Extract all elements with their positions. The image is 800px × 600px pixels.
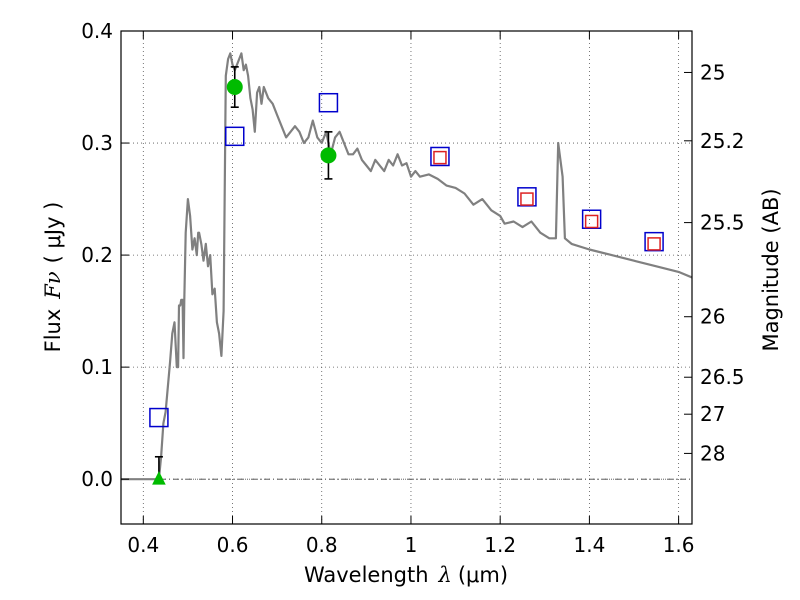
blue-square-point bbox=[517, 187, 537, 207]
x-tick-label: 0.4 bbox=[127, 533, 159, 557]
red-square-point bbox=[520, 192, 534, 206]
blue-square-point bbox=[581, 209, 602, 229]
red-square-point bbox=[584, 214, 599, 229]
y2-tick-label: 26.5 bbox=[700, 365, 745, 389]
x-tick-label: 1.4 bbox=[573, 533, 605, 557]
y2-tick-label: 28 bbox=[700, 441, 725, 465]
plot-frame bbox=[120, 30, 693, 525]
sed-model-line bbox=[121, 52, 692, 481]
red-square-point bbox=[647, 237, 661, 251]
y2-tick-label: 25.5 bbox=[700, 211, 745, 235]
x-tick-label: 1.2 bbox=[484, 533, 516, 557]
green-circle-point bbox=[226, 79, 243, 96]
x-tick-label: 1.6 bbox=[663, 533, 695, 557]
y2-tick-label: 26 bbox=[700, 305, 725, 329]
x-tick-label: 0.6 bbox=[217, 533, 249, 557]
axes: 0.4 0.6 0.8 1 1.2 1.4 1.6 0.0 0.1 0.2 0.3 0.4 25 25.2… bbox=[81, 19, 744, 557]
y-axis-label: FluxFν( μJy ) bbox=[41, 202, 65, 353]
y-tick-label: 0.3 bbox=[81, 131, 113, 155]
blue-square-point bbox=[644, 231, 664, 252]
y2-axis-label: Magnitude (AB) bbox=[759, 188, 783, 351]
y-tick-label: 0.1 bbox=[81, 355, 113, 379]
y2-tick-label: 25 bbox=[700, 60, 725, 84]
green-triangle-point bbox=[152, 471, 166, 485]
plot-area bbox=[121, 52, 692, 485]
blue-square-point bbox=[225, 126, 245, 147]
y2-tick-label: 25.2 bbox=[700, 129, 745, 153]
y-tick-label: 0.4 bbox=[81, 19, 113, 43]
green-circle-point bbox=[320, 147, 337, 164]
y-tick-label: 0.2 bbox=[81, 243, 113, 267]
red-square-point bbox=[433, 150, 447, 165]
x-axis-label: Wavelength λ (μm) bbox=[304, 563, 508, 587]
y2-tick-label: 27 bbox=[700, 402, 725, 426]
x-tick-label: 0.8 bbox=[306, 533, 338, 557]
grid bbox=[121, 30, 692, 524]
blue-square-point bbox=[318, 92, 339, 113]
y-tick-label: 0.0 bbox=[81, 467, 113, 491]
x-tick-label: 1 bbox=[405, 533, 418, 557]
blue-square-point bbox=[149, 407, 169, 428]
blue-square-point bbox=[430, 146, 450, 167]
